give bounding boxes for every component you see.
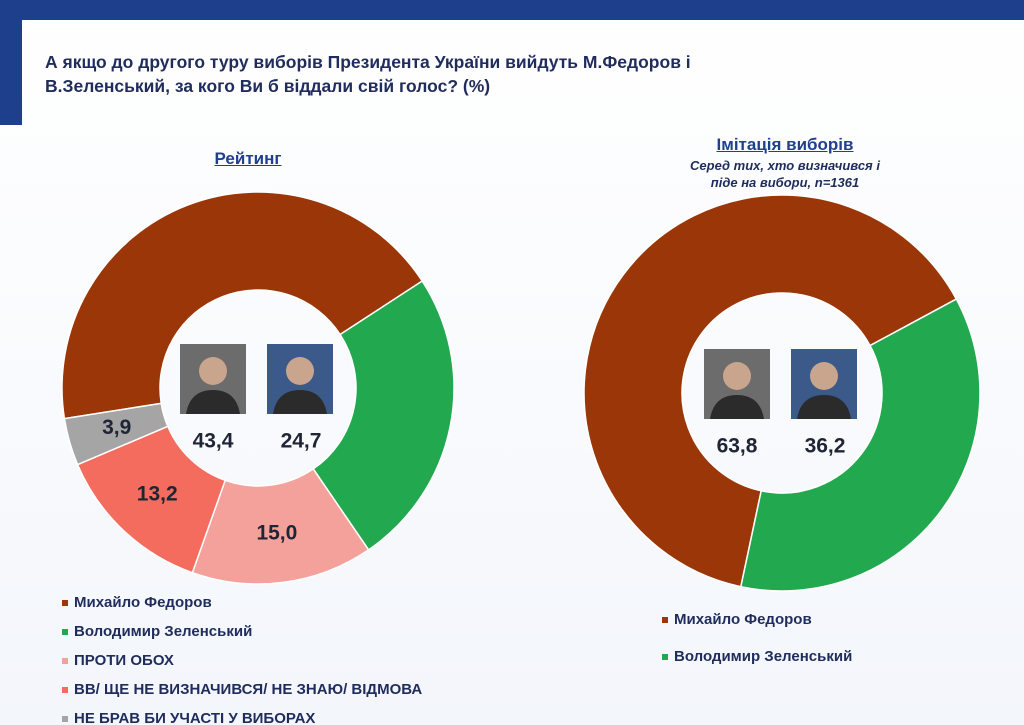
photo-head (199, 357, 227, 385)
legend-label: НЕ БРАВ БИ УЧАСТІ У ВИБОРАХ (74, 710, 315, 725)
value-label: 3,9 (102, 416, 131, 439)
chart-title: Рейтинг (214, 149, 282, 168)
donut-segment (583, 194, 958, 588)
donut-segment (312, 280, 455, 551)
value-label: 24,7 (281, 430, 322, 453)
top-bar (0, 0, 1024, 20)
photo-head (810, 362, 838, 390)
chart-title: Імітація виборів (716, 135, 854, 154)
legend-label: Михайло Федоров (74, 594, 212, 611)
legend-marker (62, 658, 68, 664)
legend-label: ВВ/ ЩЕ НЕ ВИЗНАЧИВСЯ/ НЕ ЗНАЮ/ ВІДМОВА (74, 681, 422, 698)
legend-marker (62, 687, 68, 693)
legend-marker (662, 617, 668, 623)
photo-head (723, 362, 751, 390)
legend-label: Володимир Зеленський (74, 623, 252, 640)
value-label: 36,2 (805, 435, 846, 458)
donut-segment (63, 402, 169, 466)
slide-title: А якщо до другого туру виборів Президент… (45, 52, 691, 96)
side-accent (0, 20, 22, 125)
legend-label: ПРОТИ ОБОХ (74, 652, 174, 669)
legend-label: Михайло Федоров (674, 611, 812, 628)
photo-body (273, 390, 327, 414)
legend-marker (662, 654, 668, 660)
legend-label: Володимир Зеленський (674, 648, 852, 665)
photo-body (797, 395, 851, 419)
value-label: 63,8 (717, 435, 758, 458)
photo-body (710, 395, 764, 419)
value-label: 15,0 (256, 521, 297, 544)
photo-body (186, 390, 240, 414)
donut-segment (739, 298, 981, 592)
legend-marker (62, 716, 68, 722)
legend-marker (62, 629, 68, 635)
value-label: 43,4 (193, 430, 234, 453)
chart-subtitle: Серед тих, хто визначився і піде на вибо… (690, 158, 880, 190)
legend-marker (62, 600, 68, 606)
donut-segment (61, 191, 424, 420)
photo-head (286, 357, 314, 385)
value-label: 13,2 (137, 483, 178, 506)
